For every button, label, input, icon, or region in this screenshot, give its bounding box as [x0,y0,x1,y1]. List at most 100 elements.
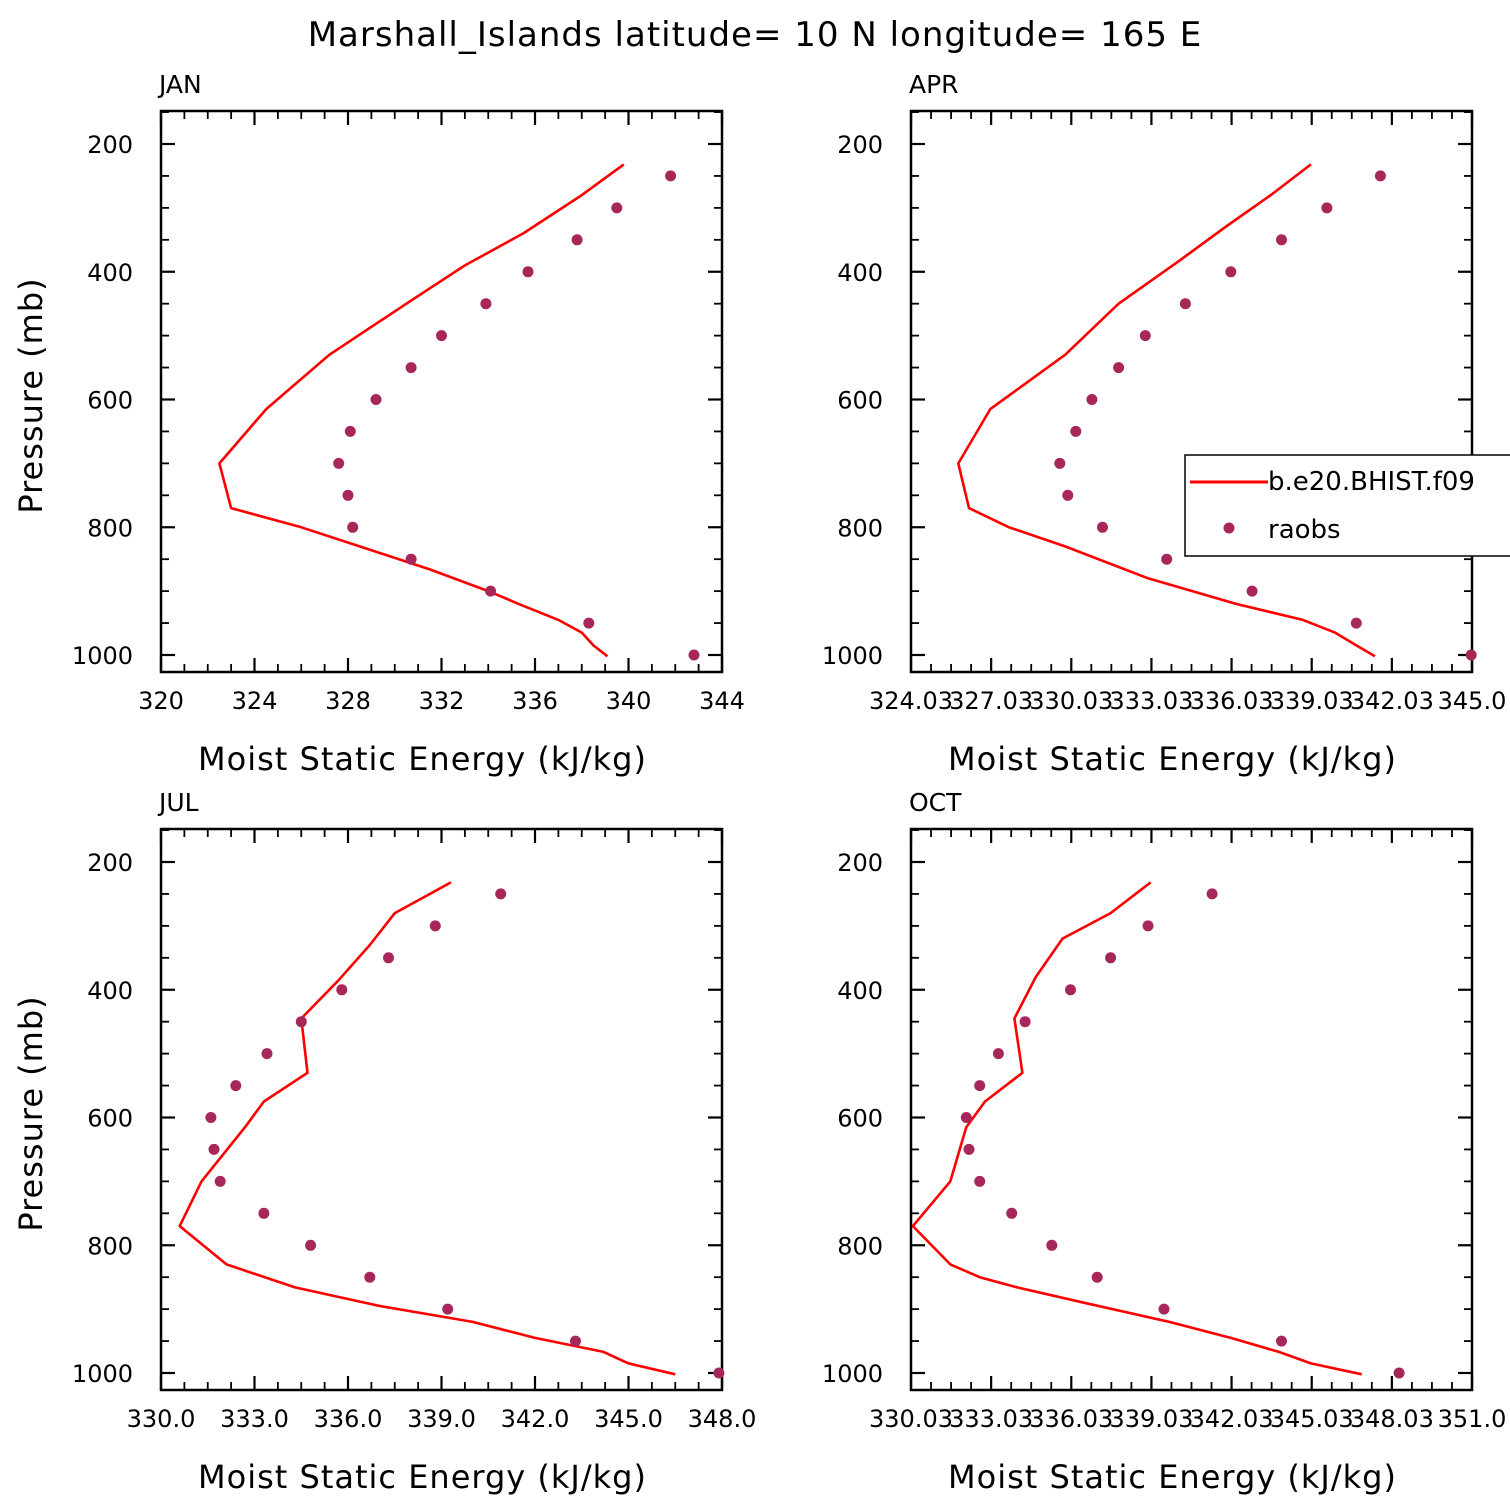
raobs-point [1161,553,1173,565]
x-tick-label: 324.03 [869,687,953,715]
x-tick-label: 330.0 [127,1405,196,1433]
raobs-point [1321,202,1333,214]
x-tick-label: 336.03 [1190,687,1274,715]
raobs-point [1046,1239,1058,1251]
raobs-point [1091,1271,1103,1283]
y-tick-label: 600 [837,1105,883,1133]
x-tick-label: 333.0 [220,1405,289,1433]
raobs-point [1105,952,1117,964]
raobs-point [1393,1367,1405,1379]
y-tick-label: 200 [837,131,883,159]
x-axis-label: Moist Static Energy (kJ/kg) [948,740,1397,778]
panel-title: JAN [157,70,202,99]
raobs-point [1179,298,1191,310]
raobs-point [405,362,417,374]
y-tick-label: 600 [837,387,883,415]
legend-label-model: b.e20.BHIST.f09 [1268,467,1475,497]
raobs-point [261,1048,273,1060]
panel-oct: OCT330.03333.03336.03339.03342.03345.033… [822,788,1506,1496]
raobs-point [1276,1335,1287,1347]
raobs-point [370,394,382,405]
y-tick-label: 800 [837,514,883,542]
y-tick-label: 400 [837,259,883,287]
legend-box [1184,454,1510,557]
panel-title: OCT [909,788,962,817]
y-tick-label: 200 [837,849,883,877]
y-tick-label: 800 [87,1232,133,1260]
x-tick-label: 342.0 [501,1405,570,1433]
raobs-point [1374,170,1386,182]
plot-frame [909,109,1474,674]
x-tick-label: 336.03 [1029,1405,1113,1433]
raobs-point [570,1335,581,1347]
plot-frame [909,827,1474,1392]
model-series-line [218,163,625,658]
x-tick-label: 339.03 [1109,1405,1193,1433]
raobs-point [429,920,441,932]
raobs-point [208,1143,220,1155]
x-tick-label: 339.03 [1270,687,1354,715]
plot-frame [159,109,724,674]
raobs-point [1206,888,1218,900]
raobs-point [258,1207,270,1219]
y-tick-label: 200 [87,849,133,877]
x-tick-label: 320 [138,687,184,715]
raobs-point [347,521,359,533]
raobs-point [1158,1303,1170,1315]
raobs-point [522,266,534,278]
y-tick-label: 1000 [72,642,133,670]
raobs-point [364,1271,376,1283]
raobs-point [1054,457,1066,469]
x-tick-label: 344 [699,687,745,715]
x-tick-label: 351.0 [1438,1405,1507,1433]
x-axis-label: Moist Static Energy (kJ/kg) [198,740,647,778]
raobs-point [1065,984,1076,996]
raobs-point [1225,266,1237,278]
raobs-point [342,489,354,501]
model-series-line [178,881,676,1376]
raobs-point [1465,649,1477,661]
x-tick-label: 345.0 [594,1405,663,1433]
raobs-point [960,1112,972,1123]
raobs-point [205,1112,217,1123]
legend-marker-swatch [1223,522,1235,534]
y-tick-label: 1000 [822,1360,883,1388]
y-tick-label: 1000 [72,1360,133,1388]
panels-group: JAN 320 324 328 332 336 340 344 200 400 600 800 1000… [12,70,1506,1496]
raobs-point [1062,489,1074,501]
x-tick-label: 340 [606,687,652,715]
y-tick-label: 600 [87,1105,133,1133]
raobs-point [1139,330,1151,342]
raobs-point [336,984,348,996]
plot-frame [159,827,724,1392]
x-tick-label: 336 [512,687,558,715]
x-tick-label: 342.03 [1190,1405,1274,1433]
figure-title: Marshall_Islands latitude= 10 N longitud… [308,15,1203,55]
raobs-point [480,298,492,310]
y-axis-label: Pressure (mb) [12,995,50,1231]
y-tick-label: 1000 [822,642,883,670]
y-tick-label: 200 [87,131,133,159]
raobs-point [992,1048,1004,1060]
raobs-point [405,553,417,565]
x-tick-label: 342.03 [1350,687,1434,715]
raobs-point [305,1239,317,1251]
x-tick-label: 333.03 [949,1405,1033,1433]
x-tick-label: 332 [419,687,465,715]
legend: b.e20.BHIST.f09 raobs [1184,454,1510,557]
model-series-line [911,881,1362,1376]
x-tick-label: 345.03 [1270,1405,1354,1433]
y-tick-label: 800 [87,514,133,542]
raobs-point [1019,1016,1031,1028]
panel-jan: JAN 320 324 328 332 336 340 344 200 400 600 800 1000… [12,70,745,778]
raobs-point [974,1080,986,1092]
x-tick-label: 324 [232,687,278,715]
raobs-point [713,1367,725,1379]
x-axis-label: Moist Static Energy (kJ/kg) [948,1458,1397,1496]
raobs-point [1113,362,1125,374]
raobs-point [1246,585,1258,597]
x-tick-label: 348.03 [1350,1405,1434,1433]
panel-title: APR [909,70,959,99]
raobs-point [1006,1207,1018,1219]
